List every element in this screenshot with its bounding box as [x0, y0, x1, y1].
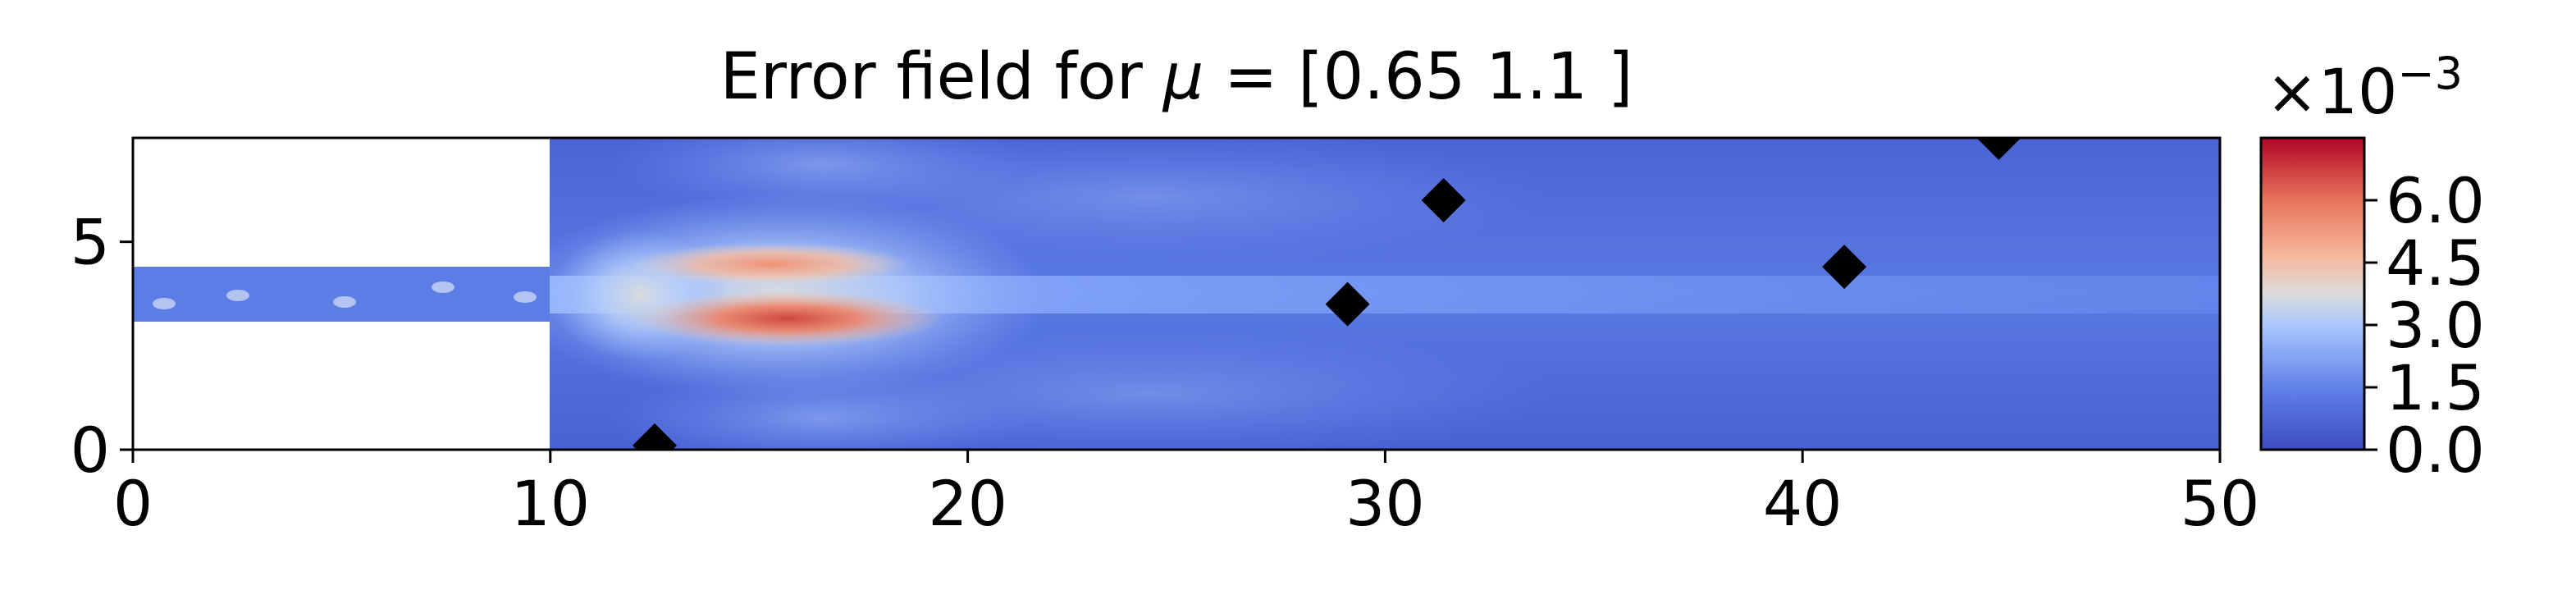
colorbar-tick-label: 3.0 — [2386, 289, 2485, 362]
x-ticks: 0 10 20 30 40 50 — [113, 450, 2260, 540]
marker-point — [1325, 281, 1370, 327]
colorbar-tick-label: 6.0 — [2386, 164, 2485, 237]
colorbar-tick-label: 4.5 — [2386, 226, 2485, 300]
colorbar-gradient — [2261, 138, 2364, 450]
colorbar-tick-label: 0.0 — [2386, 414, 2485, 487]
marker-point — [1421, 178, 1466, 222]
chart-title: Error field for μ = [0.65 1.1 ] — [720, 40, 1633, 114]
error-field-heatmap — [133, 138, 2220, 450]
marker-point — [1822, 245, 1867, 290]
marker-point — [633, 423, 677, 450]
colorbar-tick-label: 1.5 — [2386, 351, 2485, 424]
inlet-channel-field — [133, 267, 550, 322]
y-tick-label: 5 — [71, 206, 110, 279]
lower-hotspot — [632, 290, 943, 346]
y-tick-label: 0 — [71, 414, 110, 487]
upper-hotspot — [632, 243, 911, 286]
axes: 0 10 20 30 40 50 05 — [71, 136, 2260, 540]
colorbar-frame — [2259, 136, 2366, 451]
inlet-speckles — [153, 281, 537, 309]
x-tick-label: 0 — [113, 467, 153, 540]
colorbar-ticks: 0.01.53.04.56.0 — [2364, 164, 2485, 487]
x-tick-label: 30 — [1345, 467, 1425, 540]
y-ticks: 05 — [71, 206, 133, 487]
x-tick-label: 50 — [2181, 467, 2260, 540]
marker-layer — [633, 138, 2021, 450]
x-tick-label: 20 — [928, 467, 1007, 540]
x-tick-label: 10 — [510, 467, 590, 540]
x-tick-label: 40 — [1763, 467, 1843, 540]
colorbar: 0.01.53.04.56.0 ×10−3 — [2259, 48, 2485, 487]
axes-frame — [131, 136, 2222, 451]
marker-point — [1976, 138, 2021, 160]
colorbar-multiplier: ×10−3 — [2266, 48, 2463, 128]
